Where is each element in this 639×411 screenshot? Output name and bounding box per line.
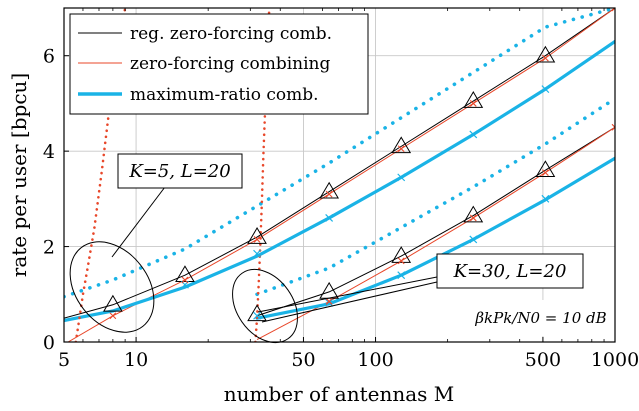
triangle-marker [103, 294, 123, 312]
x-tick-label: 5 [58, 349, 70, 371]
annotation-k5-box [117, 153, 243, 189]
triangle-marker [463, 205, 484, 223]
y-tick-label: 2 [43, 237, 55, 259]
x-tick-label: 1000 [591, 349, 639, 371]
cross-marker [541, 194, 550, 203]
triangle-marker [319, 281, 340, 299]
triangle-marker [247, 227, 267, 244]
annotation-k30: K=30, L=20 [232, 253, 584, 343]
cross-marker [253, 311, 261, 320]
series-line [256, 126, 615, 317]
x-tick-label: 50 [291, 349, 315, 371]
zf-cross-marker [397, 257, 405, 265]
zf-cross-marker [253, 236, 261, 243]
x-tick-label: 500 [525, 349, 561, 371]
triangle-marker [535, 45, 556, 63]
series-line [255, 96, 615, 297]
cross-marker [397, 173, 406, 182]
zf-cross-marker [611, 8, 615, 12]
zf-cross-marker [325, 190, 333, 198]
axis-ticks: 5 10 50 100 500 1000 0 2 4 6 [43, 8, 639, 371]
series-line [64, 8, 615, 319]
x-axis-label: number of antennas M [224, 382, 455, 406]
zf-cross-marker [611, 123, 615, 131]
zf-cross-marker [109, 312, 117, 320]
annotation-k30-ellipse [232, 269, 298, 343]
legend-label-reg-zf: reg. zero-forcing comb. [130, 24, 332, 44]
annotation-k5: K=5, L=20 [69, 153, 243, 333]
annotation-k30-box [436, 253, 584, 289]
y-tick-label: 4 [43, 141, 55, 163]
triangle-marker [247, 304, 267, 322]
zf-cross-marker [541, 169, 549, 177]
cross-marker [325, 214, 334, 222]
cross-marker [325, 298, 334, 307]
zf-cross-marker [181, 276, 189, 284]
triangle-marker [463, 91, 484, 108]
zf-cross-marker [469, 100, 477, 107]
annotation-k5-ellipse [69, 241, 155, 333]
y-tick-label: 0 [43, 332, 55, 354]
legend: reg. zero-forcing comb. zero-forcing com… [69, 13, 369, 115]
triangle-marker [535, 160, 556, 178]
zf-cross-marker [541, 54, 549, 62]
annotation-k30-pointer [257, 276, 438, 313]
triangle-marker [391, 136, 412, 154]
triangle-marker [175, 265, 195, 282]
legend-label-mr: maximum-ratio comb. [130, 85, 319, 105]
cross-marker [469, 235, 478, 244]
series-line [255, 156, 615, 320]
zf-cross-marker [325, 298, 333, 305]
y-axis-label: rate per user [bpcu] [7, 73, 31, 277]
legend-label-zf: zero-forcing combining [130, 54, 330, 74]
snr-annotation-bg [470, 300, 612, 336]
snr-annotation-text: βkPk/N0 = 10 dB [474, 309, 606, 327]
x-tick-label: 10 [124, 349, 148, 371]
cross-marker [469, 130, 478, 139]
plot-frame [63, 7, 616, 343]
cross-marker [397, 271, 406, 280]
annotation-k30-label: K=30, L=20 [453, 261, 567, 282]
annotation-k30-pointer-2 [261, 281, 438, 323]
legend-box [69, 13, 369, 115]
triangle-marker [319, 181, 340, 199]
annotation-k5-label: K=5, L=20 [128, 161, 230, 182]
y-tick-label: 6 [43, 46, 55, 68]
cross-marker [541, 85, 550, 94]
x-tick-label: 100 [357, 349, 393, 371]
zf-cross-marker [397, 145, 405, 153]
zf-cross-marker [469, 214, 477, 222]
cross-marker [253, 249, 261, 258]
triangle-marker [391, 246, 412, 263]
annotation-k5-pointer [111, 182, 169, 258]
snr-annotation: βkPk/N0 = 10 dB [470, 300, 612, 336]
